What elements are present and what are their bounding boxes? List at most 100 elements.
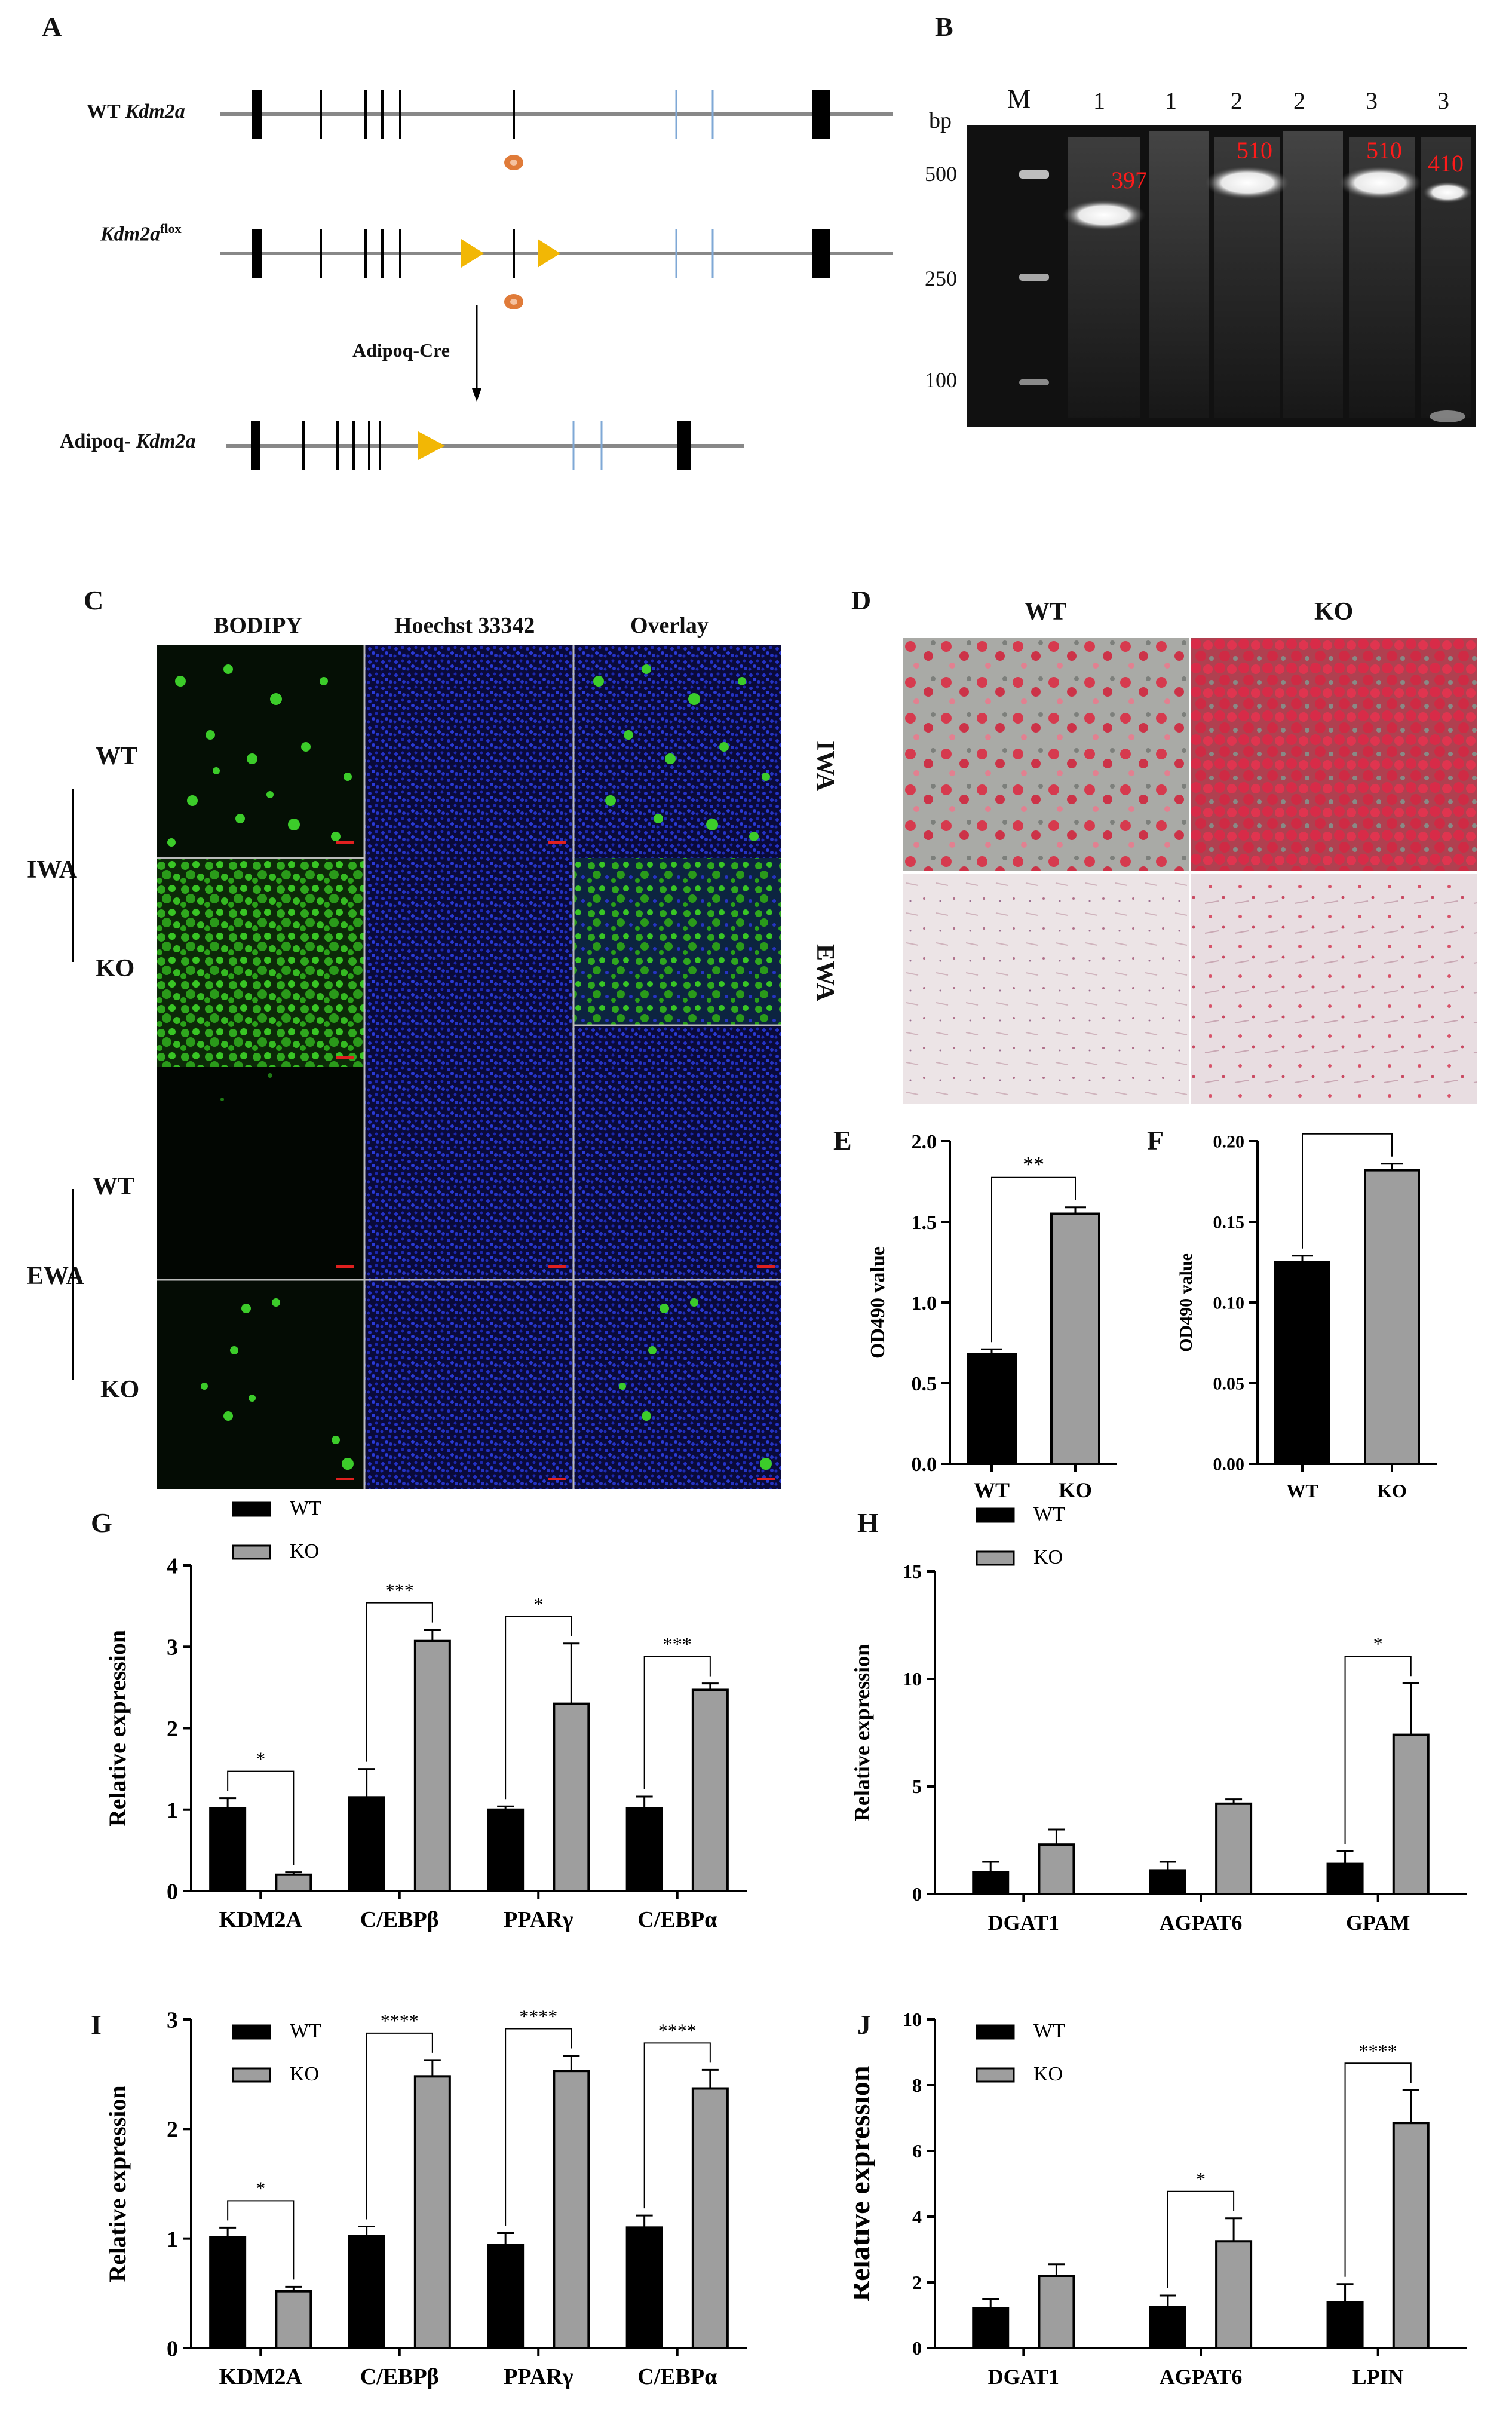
legend-label-wt: WT [1033, 2020, 1065, 2042]
panel-letter-e: E [833, 1125, 852, 1156]
y-tick-label: 1.5 [912, 1212, 937, 1234]
wt-exon-first [252, 90, 262, 139]
y-tick-label: 10 [903, 2009, 922, 2030]
bar-wt [209, 2236, 247, 2350]
x-tick-label: WT [1286, 1480, 1318, 1501]
y-tick-label: 2 [167, 1717, 178, 1742]
y-tick-label: 0.0 [912, 1454, 937, 1476]
panel-letter-a: A [42, 11, 62, 42]
y-tick-label: 2 [912, 2272, 922, 2293]
y-tick-label: 0.10 [1213, 1294, 1245, 1313]
y-tick-label: 1 [167, 2227, 178, 2252]
significance-bracket [643, 2042, 711, 2209]
bar [1050, 1212, 1100, 1465]
legend-label-wt: WT [290, 1497, 321, 1519]
panel-c-bracket-ewa [72, 1189, 74, 1380]
bar-ko [1038, 2275, 1075, 2349]
significance-label: * [256, 2177, 265, 2199]
bar-ko [413, 1639, 451, 1892]
y-tick-label: 6 [912, 2140, 922, 2162]
significance-bracket [1344, 1656, 1412, 1844]
y-axis-label: OD490 value [867, 1246, 889, 1359]
panel-a-label-wt: WT Kdm2a [87, 100, 185, 122]
legend-label-wt: WT [290, 2020, 321, 2042]
bar-ko [1215, 1802, 1253, 1895]
panel-c-row-wt1: WT [96, 743, 138, 770]
oil-red-o-grid [903, 638, 1477, 1104]
x-tick-label: KDM2A [219, 1907, 303, 1932]
bar-wt [1149, 2306, 1186, 2349]
y-axis-label: OD490 value [1176, 1253, 1196, 1352]
gel-band-label-510b: 510 [1366, 137, 1402, 164]
chart-j: 0 2 4 6 8 10 Relative expression DGAT1 AGPAT6 * LP… [854, 2009, 1467, 2389]
gel-lane-3a: 3 [1366, 87, 1378, 114]
y-tick-label: 0.5 [912, 1373, 937, 1395]
y-tick-label: 0.00 [1213, 1455, 1245, 1475]
gel-band-397 [1062, 200, 1146, 231]
bar-wt [1326, 2301, 1364, 2349]
legend-swatch-ko [976, 1550, 1015, 1566]
x-tick-label: GPAM [1346, 1911, 1410, 1935]
legend-swatch-wt [232, 1501, 271, 1517]
x-tick-label: C/EBPβ [360, 2364, 439, 2389]
bar-ko [1392, 1733, 1430, 1895]
gel-lane-m: M [1007, 84, 1031, 114]
panel-a-diagram [220, 90, 893, 470]
y-tick-label: 4 [912, 2206, 922, 2227]
legend-label-ko: KO [290, 2063, 319, 2085]
legend-swatch-ko [232, 2067, 271, 2083]
x-tick-label: KO [1377, 1480, 1407, 1501]
significance-label: **** [658, 2019, 697, 2041]
bar-ko [553, 1702, 590, 1892]
panel-a-arrow-label: Adipoq-Cre [352, 339, 450, 361]
gel-band-label-410: 410 [1428, 150, 1464, 177]
chart-h: 0 5 10 15 Relative expression DGAT1 AGPAT6 GPAM… [854, 1503, 1467, 1935]
y-tick-label: 0.20 [1213, 1132, 1245, 1152]
gel-lane-2b: 2 [1293, 87, 1305, 114]
gel-lane-1a: 1 [1093, 87, 1105, 114]
significance-label: ** [1023, 1153, 1044, 1176]
bar-wt [972, 2307, 1010, 2349]
panel-d-row-iwa: IWA [811, 741, 839, 792]
bar [1364, 1169, 1420, 1465]
bar-ko [275, 2290, 312, 2349]
gel-lane-2a: 2 [1231, 87, 1243, 114]
panel-d-row-ewa: EWA [811, 944, 839, 1001]
bar-wt [1326, 1862, 1364, 1895]
significance-label: *** [663, 1634, 692, 1655]
bar-ko [553, 2070, 590, 2350]
y-axis-label: Relative expression [104, 1630, 131, 1826]
x-tick-label: WT [974, 1478, 1010, 1502]
y-axis-label: Relative expression [104, 2085, 131, 2282]
significance-bracket [505, 2028, 572, 2226]
significance-bracket [505, 1616, 572, 1800]
gel-ladder-500: 500 [925, 162, 957, 186]
bar-ko [1392, 2122, 1430, 2349]
y-tick-label: 0.05 [1213, 1374, 1245, 1394]
bar-wt [348, 1796, 385, 1892]
x-tick-label: C/EBPα [637, 1907, 717, 1932]
significance-label: * [1196, 2168, 1206, 2190]
bar-ko [691, 2087, 729, 2349]
significance-label: * [533, 1593, 543, 1615]
loxp-site [461, 239, 484, 268]
bar-wt [209, 1807, 247, 1893]
significance-label: **** [381, 2010, 419, 2031]
panel-letter-h: H [857, 1507, 879, 1538]
legend-label-ko: KO [290, 1540, 319, 1562]
y-tick-label: 8 [912, 2074, 922, 2096]
y-tick-label: 0 [912, 2337, 922, 2359]
x-tick-label: C/EBPα [637, 2364, 717, 2389]
panel-c-bracket-iwa [72, 789, 74, 962]
x-tick-label: PPARγ [504, 1907, 573, 1932]
x-tick-label: PPARγ [504, 2364, 573, 2389]
y-tick-label: 5 [912, 1776, 922, 1797]
gel-ladder-250: 250 [925, 266, 957, 290]
bar-wt [348, 2235, 385, 2349]
x-tick-label: DGAT1 [988, 2365, 1059, 2389]
significance-label: *** [385, 1580, 414, 1601]
y-tick-label: 10 [903, 1668, 922, 1690]
significance-bracket [1302, 1133, 1393, 1249]
significance-bracket [1167, 2190, 1235, 2288]
fluorescence-image-grid [157, 645, 781, 1489]
